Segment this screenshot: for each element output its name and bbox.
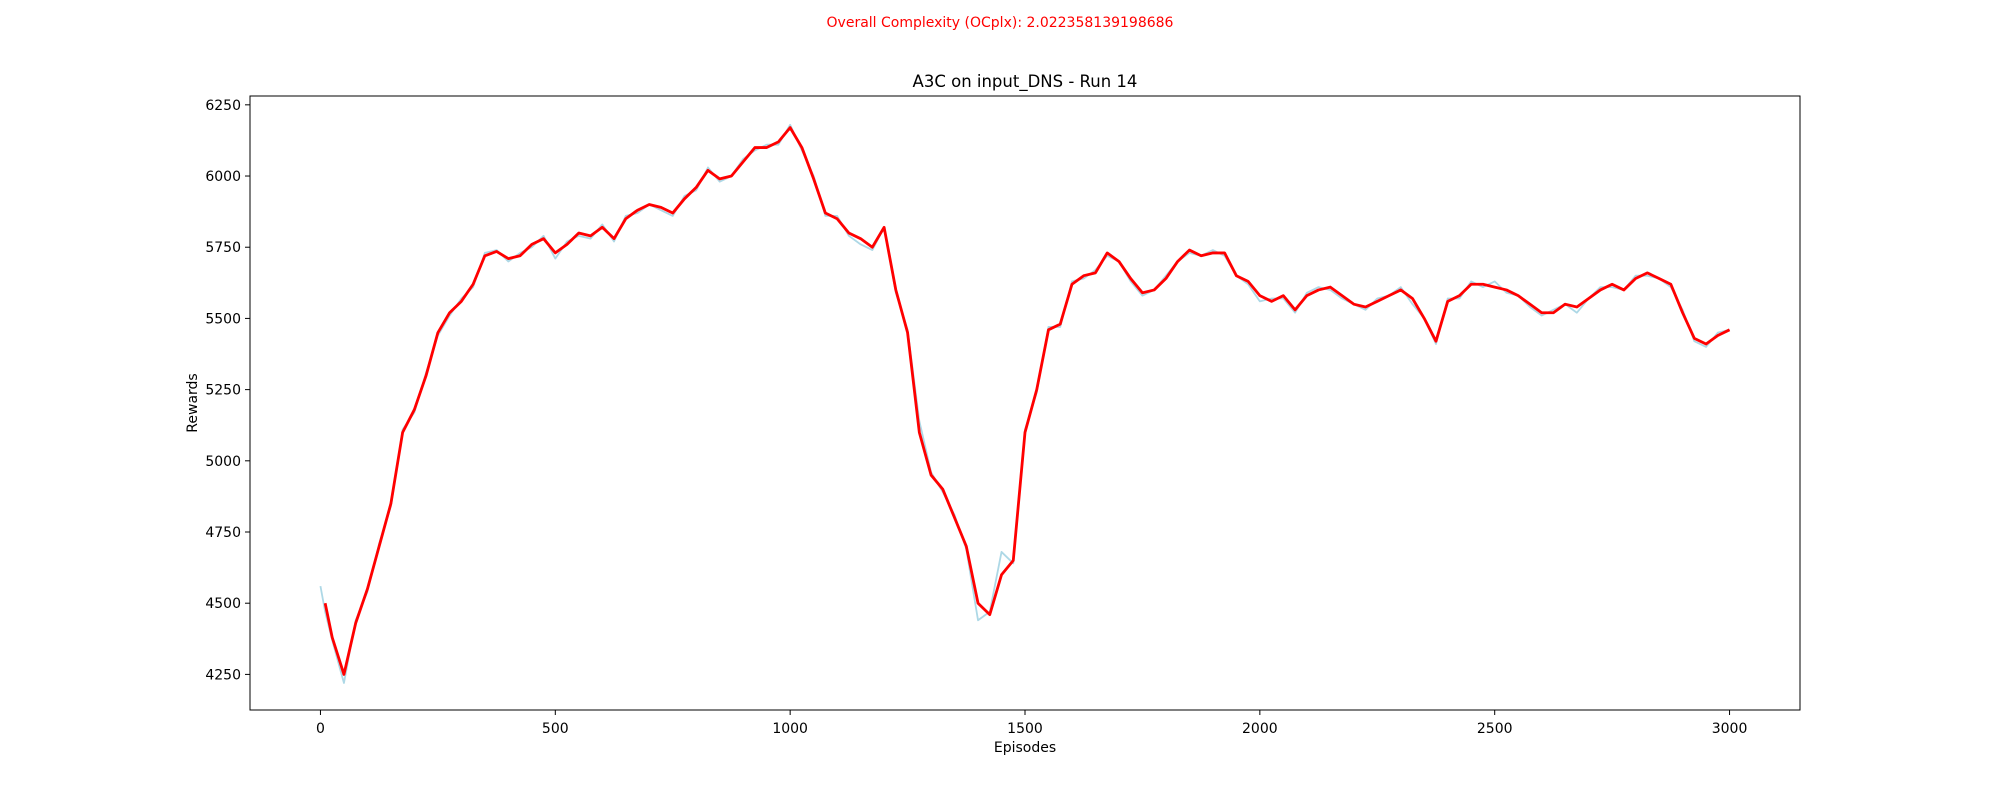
x-axis-label: Episodes xyxy=(994,740,1056,756)
y-tick-label: 5000 xyxy=(205,454,241,470)
x-tick-label: 2500 xyxy=(1477,721,1513,737)
x-tick-label: 1500 xyxy=(1007,721,1043,737)
x-tick-label: 3000 xyxy=(1712,721,1748,737)
y-tick-label: 6000 xyxy=(205,169,241,185)
series-line xyxy=(319,123,1730,684)
x-tick-label: 500 xyxy=(542,721,569,737)
y-tick-label: 6250 xyxy=(205,98,241,114)
x-tick-label: 2000 xyxy=(1242,721,1278,737)
y-tick-label: 5250 xyxy=(205,383,241,399)
y-axis-label: Rewards xyxy=(185,373,201,432)
series-line xyxy=(323,126,1731,676)
x-tick-label: 1000 xyxy=(772,721,808,737)
x-tick-label: 0 xyxy=(316,721,325,737)
y-tick-label: 5500 xyxy=(205,311,241,327)
chart-title: A3C on input_DNS - Run 14 xyxy=(913,72,1138,92)
y-tick-label: 4250 xyxy=(205,667,241,683)
y-tick-label: 4500 xyxy=(205,596,241,612)
y-tick-label: 4750 xyxy=(205,525,241,541)
y-tick-label: 5750 xyxy=(205,240,241,256)
suptitle: Overall Complexity (OCplx): 2.0223581391… xyxy=(827,15,1174,31)
plot-frame xyxy=(249,95,1801,711)
